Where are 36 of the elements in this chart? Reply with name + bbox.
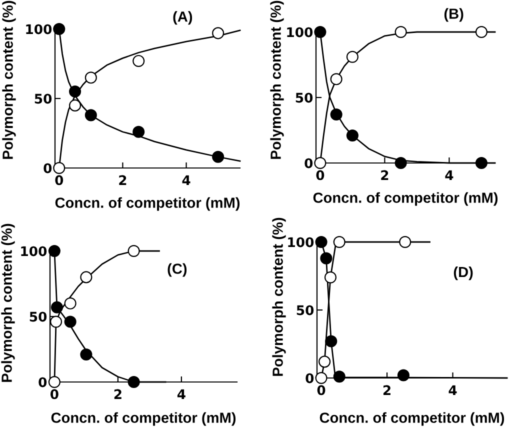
x-axis-title: Concn. of competitor (mM) [51,412,236,426]
y-axis-title: Polymorph content (%) [1,224,15,382]
text: (B) [444,8,464,22]
x-tick-label: 4 [177,389,186,399]
y-tick-label: 50 [34,94,52,104]
y-axis-title: Polymorph content (%) [2,0,16,159]
x-tick-label: 2 [119,175,126,185]
y-axis-title: Polymorph content (%) [272,218,286,376]
y-tick-label: 50 [296,305,314,316]
x-tick-label: 4 [182,175,190,185]
text: (A) [173,11,192,25]
y-tick-label: 0 [304,158,313,168]
y-tick-label: 100 [26,24,52,34]
y-tick-label: 50 [30,312,47,322]
y-tick-label: 0 [306,373,314,384]
x-tick-label: 0 [317,385,326,396]
x-axis-title: Concn. of competitor (mM) [55,197,240,211]
x-tick-label: 4 [445,170,454,180]
x-tick-label: 2 [383,385,390,395]
y-axis-title: Polymorph content (%) [270,0,284,159]
y-tick-label: 100 [21,246,47,256]
y-tick-label: 0 [44,163,52,174]
x-axis-title: Concn. of competitor (mM) [313,192,498,206]
annotation: (D) [454,266,473,280]
y-tick-label: 100 [287,27,313,38]
y-tick-label: 50 [296,92,313,103]
x-tick-label: 2 [381,170,388,180]
x-tick-label: 0 [55,175,64,186]
x-axis-title: Concn. of competitor (mM) [320,412,504,426]
annotation: (C) [168,263,187,277]
x-tick-label: 0 [50,389,58,400]
y-tick-label: 0 [38,377,47,388]
y-tick-label: 100 [288,237,314,248]
x-tick-label: 4 [448,385,457,395]
x-tick-label: 0 [316,170,324,180]
x-tick-label: 2 [114,389,122,399]
